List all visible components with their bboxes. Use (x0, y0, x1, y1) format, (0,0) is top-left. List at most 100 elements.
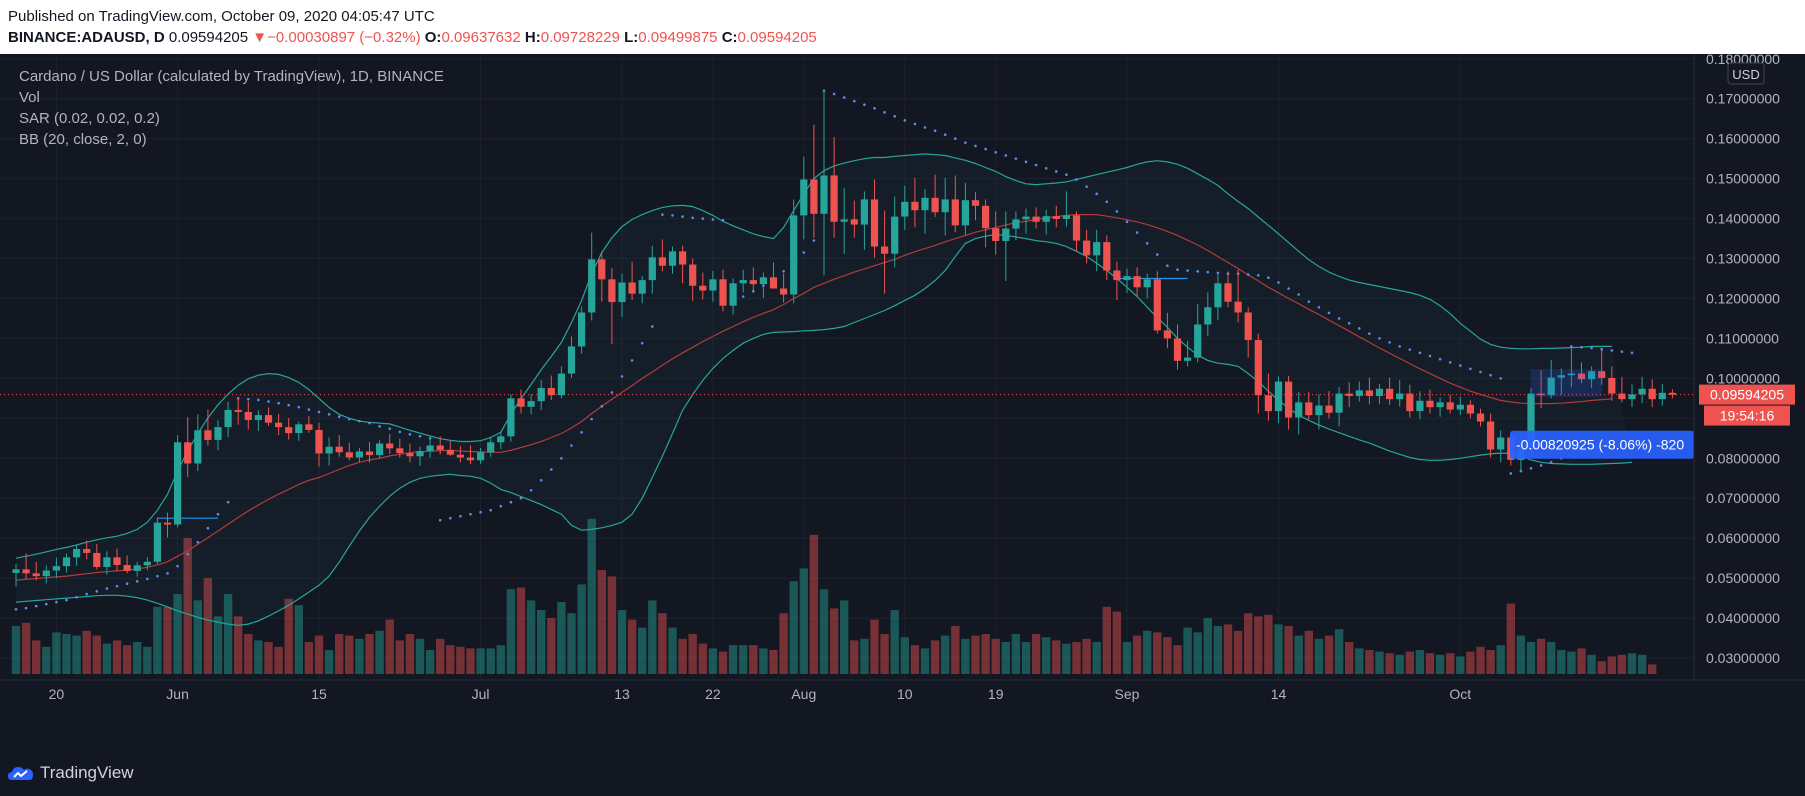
chart-title: Cardano / US Dollar (calculated by Tradi… (19, 68, 444, 85)
volume-bar (638, 627, 647, 674)
sar-dot (1044, 166, 1048, 170)
candle-body (547, 387, 555, 396)
volume-bar (920, 648, 930, 674)
volume-bar (223, 594, 233, 674)
sar-dot (125, 582, 129, 586)
volume-legend[interactable]: Vol (19, 89, 40, 106)
volume-bar (1395, 654, 1404, 674)
sar-dot (438, 518, 442, 522)
volume-bar (234, 616, 243, 674)
sar-legend[interactable]: SAR (0.02, 0.02, 0.2) (19, 110, 160, 127)
volume-bar (1617, 654, 1627, 674)
volume-bar (1446, 653, 1455, 674)
volume-bar (32, 640, 41, 674)
sar-dot (327, 413, 331, 416)
volume-bar (537, 610, 546, 674)
sar-dot (883, 111, 886, 114)
candle-body (1416, 400, 1424, 412)
volume-bar (11, 626, 21, 674)
volume-bar (658, 613, 667, 674)
candle-body (850, 219, 858, 225)
change-value: −0.00030897 (−0.32%) (267, 29, 421, 46)
tradingview-logo[interactable]: TradingView (8, 760, 134, 786)
candle-body (1285, 381, 1293, 418)
price-chart[interactable]: -0.00820925 (-8.06%) -820 0.180000000.17… (0, 54, 1805, 750)
volume-bar (1415, 650, 1425, 674)
bb-lower-line (15, 233, 1633, 626)
measure-tool[interactable]: -0.00820925 (-8.06%) -820 (1510, 369, 1694, 459)
sar-dot (307, 408, 311, 411)
sar-dot (782, 270, 785, 273)
volume-bar (1173, 645, 1182, 674)
candle-body (1456, 404, 1464, 410)
volume-bar (1456, 656, 1465, 674)
candle-body (739, 280, 747, 284)
candle-body (1598, 371, 1606, 378)
sar-dot (974, 144, 977, 148)
sar-dot (317, 410, 321, 414)
price-axis-label: 0.10000000 (1706, 370, 1780, 386)
volume-bar (1112, 611, 1122, 674)
sar-dot (570, 444, 573, 447)
sar-dot (1156, 253, 1159, 256)
sar-dot (1277, 281, 1280, 284)
sar-dot (206, 526, 210, 530)
candle-body (1062, 215, 1070, 219)
time-axis[interactable]: 20 Jun 15 Jul 13 22 Aug 10 19 Sep 14 Oct (49, 686, 1472, 702)
candle-body (588, 259, 596, 313)
candle-body (931, 197, 939, 213)
volume-bar (1577, 648, 1586, 674)
candle-body (507, 398, 515, 437)
sar-dot (1408, 348, 1412, 351)
volume-bar (789, 581, 798, 674)
candle-body (1527, 393, 1535, 450)
price-axis-label: 0.03000000 (1706, 650, 1780, 666)
sar-dot (1489, 373, 1492, 377)
sar-dot (721, 218, 725, 222)
volume-bar (52, 632, 61, 674)
candle-body (901, 201, 909, 217)
sar-dot (1358, 327, 1361, 330)
candle-body (921, 197, 929, 211)
volume-bar (627, 619, 637, 674)
sar-dot (1105, 200, 1109, 204)
candle-body (1032, 216, 1040, 222)
volume-bar (1042, 637, 1051, 674)
volume-bar (1264, 614, 1273, 674)
sar-dot (1469, 367, 1472, 371)
measure-box (1530, 369, 1603, 397)
volume-bar (476, 648, 485, 674)
candle-body (1476, 413, 1485, 422)
volume-bar (436, 638, 445, 674)
volume-bar (72, 635, 81, 674)
volume-bar (910, 645, 920, 674)
candle-body (618, 282, 626, 303)
volume-bar (1021, 642, 1031, 674)
volume-bar (718, 651, 728, 674)
sar-dot (1459, 364, 1462, 367)
volume-bar (405, 634, 415, 674)
sar-dot (1539, 464, 1543, 467)
sar-dot (176, 564, 179, 568)
price-axis-label: 0.15000000 (1706, 171, 1780, 187)
volume-bar (1496, 645, 1505, 674)
candle-body (517, 398, 525, 407)
candle-body (1577, 373, 1586, 380)
candle-body (305, 424, 313, 430)
volume-bar (1233, 630, 1243, 674)
sar-dot (65, 598, 68, 602)
volume-bar (1294, 635, 1303, 674)
candle-body (941, 199, 949, 213)
volume-bar (617, 610, 627, 674)
bb-basis-line (15, 214, 1612, 581)
bb-legend[interactable]: BB (20, close, 2, 0) (19, 131, 147, 148)
sar-dot (1307, 300, 1311, 303)
volume-bar (143, 646, 152, 674)
candle-body (1466, 404, 1474, 414)
volume-bar (769, 650, 778, 674)
sar-dot (954, 137, 957, 140)
sar-dot (640, 341, 644, 345)
sar-dot (95, 590, 99, 593)
sar-dot (812, 239, 816, 242)
currency-badge[interactable]: USD (1727, 62, 1765, 85)
